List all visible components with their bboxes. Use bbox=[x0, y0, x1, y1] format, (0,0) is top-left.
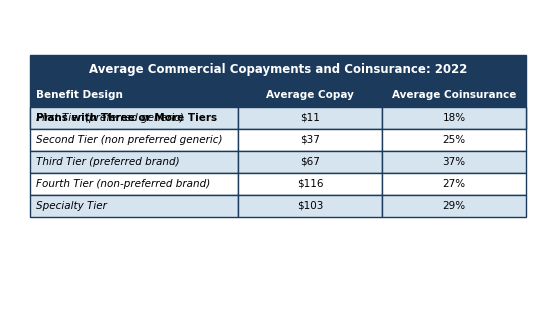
Text: Benefit Design: Benefit Design bbox=[36, 90, 123, 100]
Bar bbox=[382, 107, 526, 129]
Text: 37%: 37% bbox=[443, 157, 465, 167]
Bar bbox=[30, 129, 239, 151]
Bar bbox=[239, 107, 382, 129]
Text: Average Commercial Copayments and Coinsurance: 2022: Average Commercial Copayments and Coinsu… bbox=[89, 62, 467, 76]
Text: First Tier (preferred generic): First Tier (preferred generic) bbox=[36, 113, 184, 123]
Text: $67: $67 bbox=[300, 157, 320, 167]
Text: Plans with Three or More Tiers: Plans with Three or More Tiers bbox=[36, 113, 217, 123]
Bar bbox=[382, 151, 526, 173]
Text: Specialty Tier: Specialty Tier bbox=[36, 201, 107, 211]
Text: $103: $103 bbox=[297, 201, 324, 211]
Text: $37: $37 bbox=[300, 135, 320, 145]
Text: 25%: 25% bbox=[443, 135, 465, 145]
Bar bbox=[239, 151, 382, 173]
Bar bbox=[30, 107, 239, 129]
Bar bbox=[30, 55, 526, 83]
Bar bbox=[239, 195, 382, 217]
Text: Average Coinsurance: Average Coinsurance bbox=[392, 90, 517, 100]
Text: $11: $11 bbox=[300, 113, 320, 123]
Bar bbox=[239, 83, 382, 107]
Bar bbox=[382, 195, 526, 217]
Bar bbox=[382, 83, 526, 107]
Bar bbox=[239, 173, 382, 195]
Bar bbox=[30, 151, 239, 173]
Text: Fourth Tier (non-preferred brand): Fourth Tier (non-preferred brand) bbox=[36, 179, 210, 189]
Text: Second Tier (non preferred generic): Second Tier (non preferred generic) bbox=[36, 135, 222, 145]
Bar bbox=[30, 83, 239, 107]
Bar bbox=[30, 173, 239, 195]
Bar bbox=[239, 129, 382, 151]
Text: 27%: 27% bbox=[443, 179, 465, 189]
Text: 29%: 29% bbox=[443, 201, 465, 211]
Bar bbox=[30, 195, 239, 217]
Text: 18%: 18% bbox=[443, 113, 465, 123]
Text: Average Copay: Average Copay bbox=[266, 90, 354, 100]
Bar bbox=[382, 129, 526, 151]
Text: Third Tier (preferred brand): Third Tier (preferred brand) bbox=[36, 157, 180, 167]
Bar bbox=[30, 107, 526, 129]
Bar bbox=[382, 173, 526, 195]
Text: $116: $116 bbox=[297, 179, 324, 189]
